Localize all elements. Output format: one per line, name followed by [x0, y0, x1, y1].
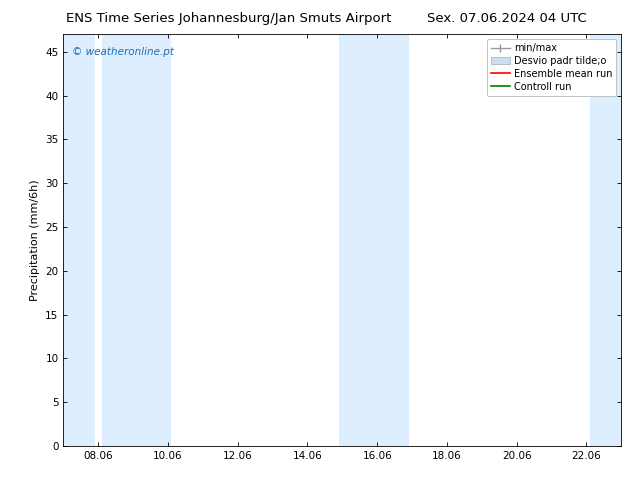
Bar: [590, 34, 621, 446]
Text: © weatheronline.pt: © weatheronline.pt: [72, 47, 174, 57]
Y-axis label: Precipitation (mm/6h): Precipitation (mm/6h): [30, 179, 40, 301]
Bar: [339, 34, 408, 446]
Legend: min/max, Desvio padr tilde;o, Ensemble mean run, Controll run: min/max, Desvio padr tilde;o, Ensemble m…: [487, 39, 616, 96]
Bar: [63, 34, 95, 446]
Text: Sex. 07.06.2024 04 UTC: Sex. 07.06.2024 04 UTC: [427, 12, 587, 25]
Bar: [101, 34, 171, 446]
Text: ENS Time Series Johannesburg/Jan Smuts Airport: ENS Time Series Johannesburg/Jan Smuts A…: [65, 12, 391, 25]
